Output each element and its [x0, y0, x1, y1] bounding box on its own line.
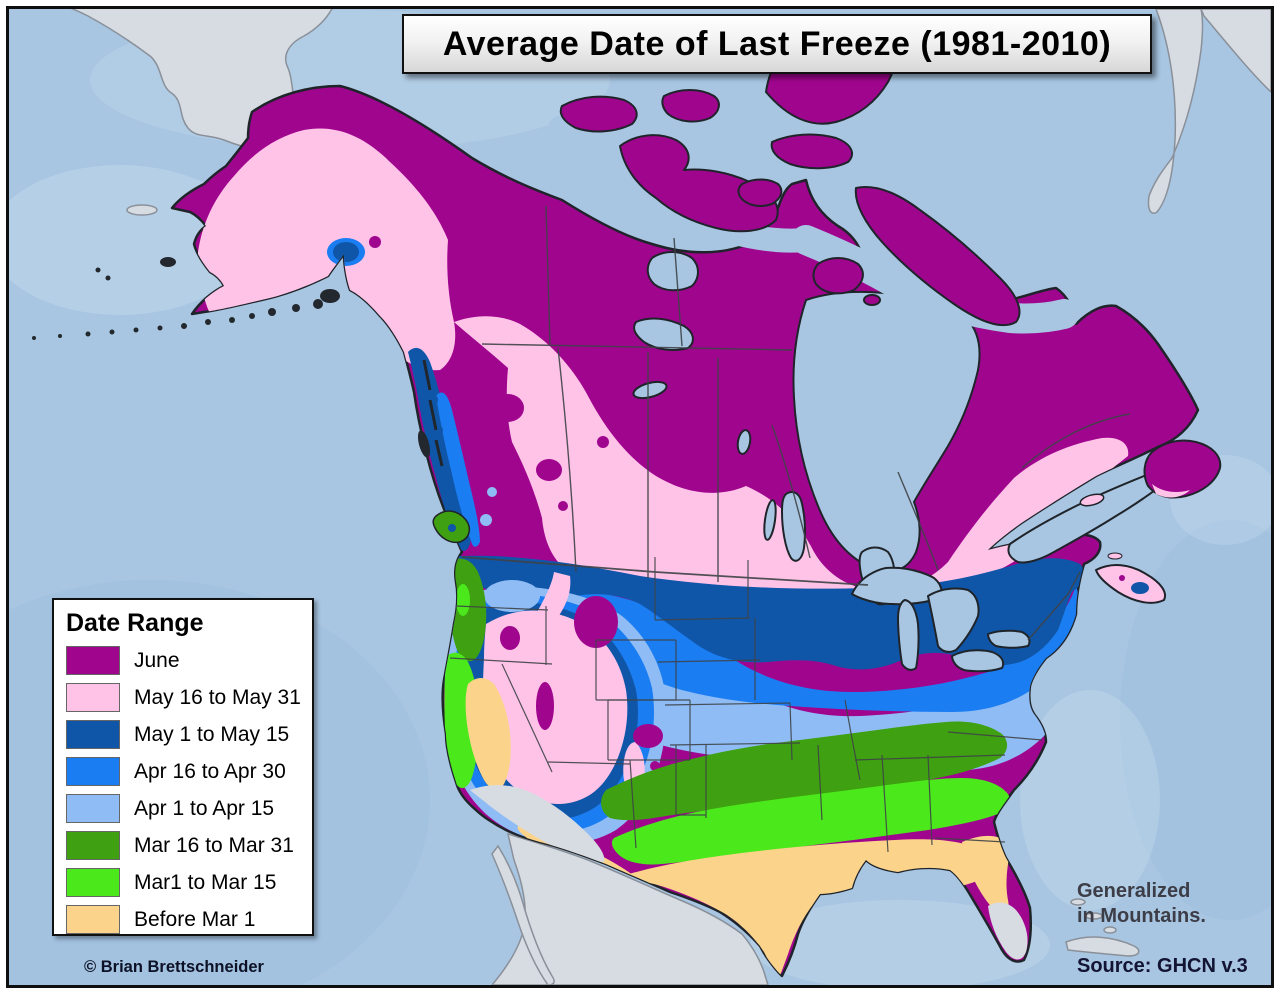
legend-item-may1: May 1 to May 15 — [66, 720, 312, 749]
southampton-island — [812, 257, 864, 295]
spot-may1-anchorage — [333, 242, 359, 262]
somerset-island — [737, 178, 783, 207]
devon-island — [770, 133, 853, 170]
legend-swatch-may16 — [66, 683, 120, 712]
map-title: Average Date of Last Freeze (1981-2010) — [442, 24, 1112, 63]
border-qc-nl — [1021, 413, 1131, 469]
banks-victoria-islands — [619, 134, 779, 233]
lake-winnipegosis — [763, 499, 777, 541]
newfoundland-island — [1143, 439, 1222, 499]
prince-edward-island — [1107, 552, 1123, 560]
coats-island — [863, 294, 881, 306]
legend-swatch-may1 — [66, 720, 120, 749]
legend-label-apr16: Apr 16 to Apr 30 — [134, 759, 286, 783]
map-title-banner: Average Date of Last Freeze (1981-2010) — [402, 14, 1152, 74]
reindeer-lake — [736, 429, 752, 455]
nova-scotia-june-dot — [1119, 575, 1125, 581]
nova-scotia-may1-spot — [1131, 582, 1149, 594]
lake-erie — [951, 649, 1005, 673]
legend-swatch-mar16 — [66, 831, 120, 860]
source-text: Source: GHCN v.3 — [1077, 955, 1248, 977]
border-on-qc — [897, 471, 939, 571]
spot-apr1-bc-1 — [480, 514, 492, 526]
lake-michigan — [897, 599, 920, 671]
copyright-text: © Brian Brettschneider — [84, 958, 264, 976]
legend-label-mar1: Mar1 to Mar 15 — [134, 870, 277, 894]
generalized-note-line1: Generalized — [1077, 880, 1191, 902]
bahamas-island-1 — [1070, 898, 1086, 906]
anticosti-island — [1079, 493, 1105, 507]
lake-winnipeg — [781, 491, 806, 562]
newfoundland-south-pink — [1152, 484, 1190, 498]
spot-june-ak-dot — [369, 236, 381, 248]
greenland-landmass — [1147, 9, 1204, 214]
spot-may1-panhandle-1 — [426, 394, 438, 406]
baja-california — [491, 844, 555, 985]
border-bc-ab — [557, 347, 577, 573]
band-before-mar1-atlantic — [962, 835, 1009, 917]
band-mar1 — [611, 778, 1010, 865]
legend-label-june: June — [134, 648, 180, 672]
lake-ontario — [987, 629, 1031, 649]
border-yt-nt — [545, 205, 551, 345]
band-mar16 — [601, 721, 1008, 821]
legend-swatch-apr1 — [66, 794, 120, 823]
band-may16-idaho-neck — [536, 572, 571, 620]
legend-item-apr1: Apr 1 to Apr 15 — [66, 794, 312, 823]
lake-huron — [927, 587, 980, 653]
greenland-east-corner — [1200, 9, 1271, 94]
legend-swatch-june — [66, 646, 120, 675]
legend-label-may16: May 16 to May 31 — [134, 685, 301, 709]
bathurst-island — [661, 89, 720, 123]
legend-item-mar16: Mar 16 to Mar 31 — [66, 831, 312, 860]
vancouver-island-may1-dot — [448, 524, 456, 532]
spot-apr1-bc-2 — [487, 487, 497, 497]
band-apr16-plains — [560, 586, 1084, 712]
legend-swatch-mar1 — [66, 868, 120, 897]
great-bear-lake — [646, 251, 699, 292]
us-state-borders — [449, 557, 1043, 853]
strip-before-mar1-central-valley — [465, 678, 511, 789]
neutral-south-florida — [988, 902, 1028, 960]
legend-title: Date Range — [66, 609, 204, 637]
legend-item-apr16: Apr 16 to Apr 30 — [66, 757, 312, 786]
legend-label-apr1: Apr 1 to Apr 15 — [134, 796, 275, 820]
legend-swatch-apr16 — [66, 757, 120, 786]
legend-label-may1: May 1 to May 15 — [134, 722, 290, 746]
legend-item-june: June — [66, 646, 312, 675]
bahamas-island-2 — [1085, 912, 1103, 920]
neutral-socal-desert — [470, 785, 605, 862]
legend-item-before-mar1: Before Mar 1 — [66, 905, 312, 934]
legend-label-mar16: Mar 16 to Mar 31 — [134, 833, 294, 857]
small-dark-islands — [32, 257, 444, 467]
band-may16-canada — [454, 316, 1129, 591]
strip-apr16-bc-inner — [436, 392, 480, 547]
generalized-note: Generalized in Mountains. — [1077, 879, 1206, 929]
generalized-note-line2: in Mountains. — [1077, 905, 1206, 927]
melville-island — [559, 95, 638, 133]
cuba-island — [1065, 936, 1140, 957]
strip-mar1-willamette — [456, 584, 470, 616]
legend-swatch-before-mar1 — [66, 905, 120, 934]
st-lawrence-island — [126, 204, 158, 216]
bahamas-island-3 — [1103, 926, 1117, 934]
border-mb-on — [771, 424, 811, 559]
inland-water — [632, 251, 1177, 673]
band-may16-rockies-core — [482, 610, 628, 804]
legend-item-mar1: Mar1 to Mar 15 — [66, 868, 312, 897]
nova-scotia — [1095, 564, 1166, 604]
political-borders — [449, 205, 1131, 853]
border-nt-nu — [673, 237, 683, 347]
spot-apr1-columbia-basin — [484, 580, 540, 612]
june-mountain-spots — [492, 373, 663, 771]
legend-item-may16: May 16 to May 31 — [66, 683, 312, 712]
legend-label-before-mar1: Before Mar 1 — [134, 907, 256, 931]
border-territories — [481, 343, 793, 351]
baffin-island — [854, 186, 1021, 327]
legend-box: Date Range June May 16 to May 31 May 1 t… — [52, 598, 314, 936]
border-stlawrence — [1027, 571, 1081, 641]
